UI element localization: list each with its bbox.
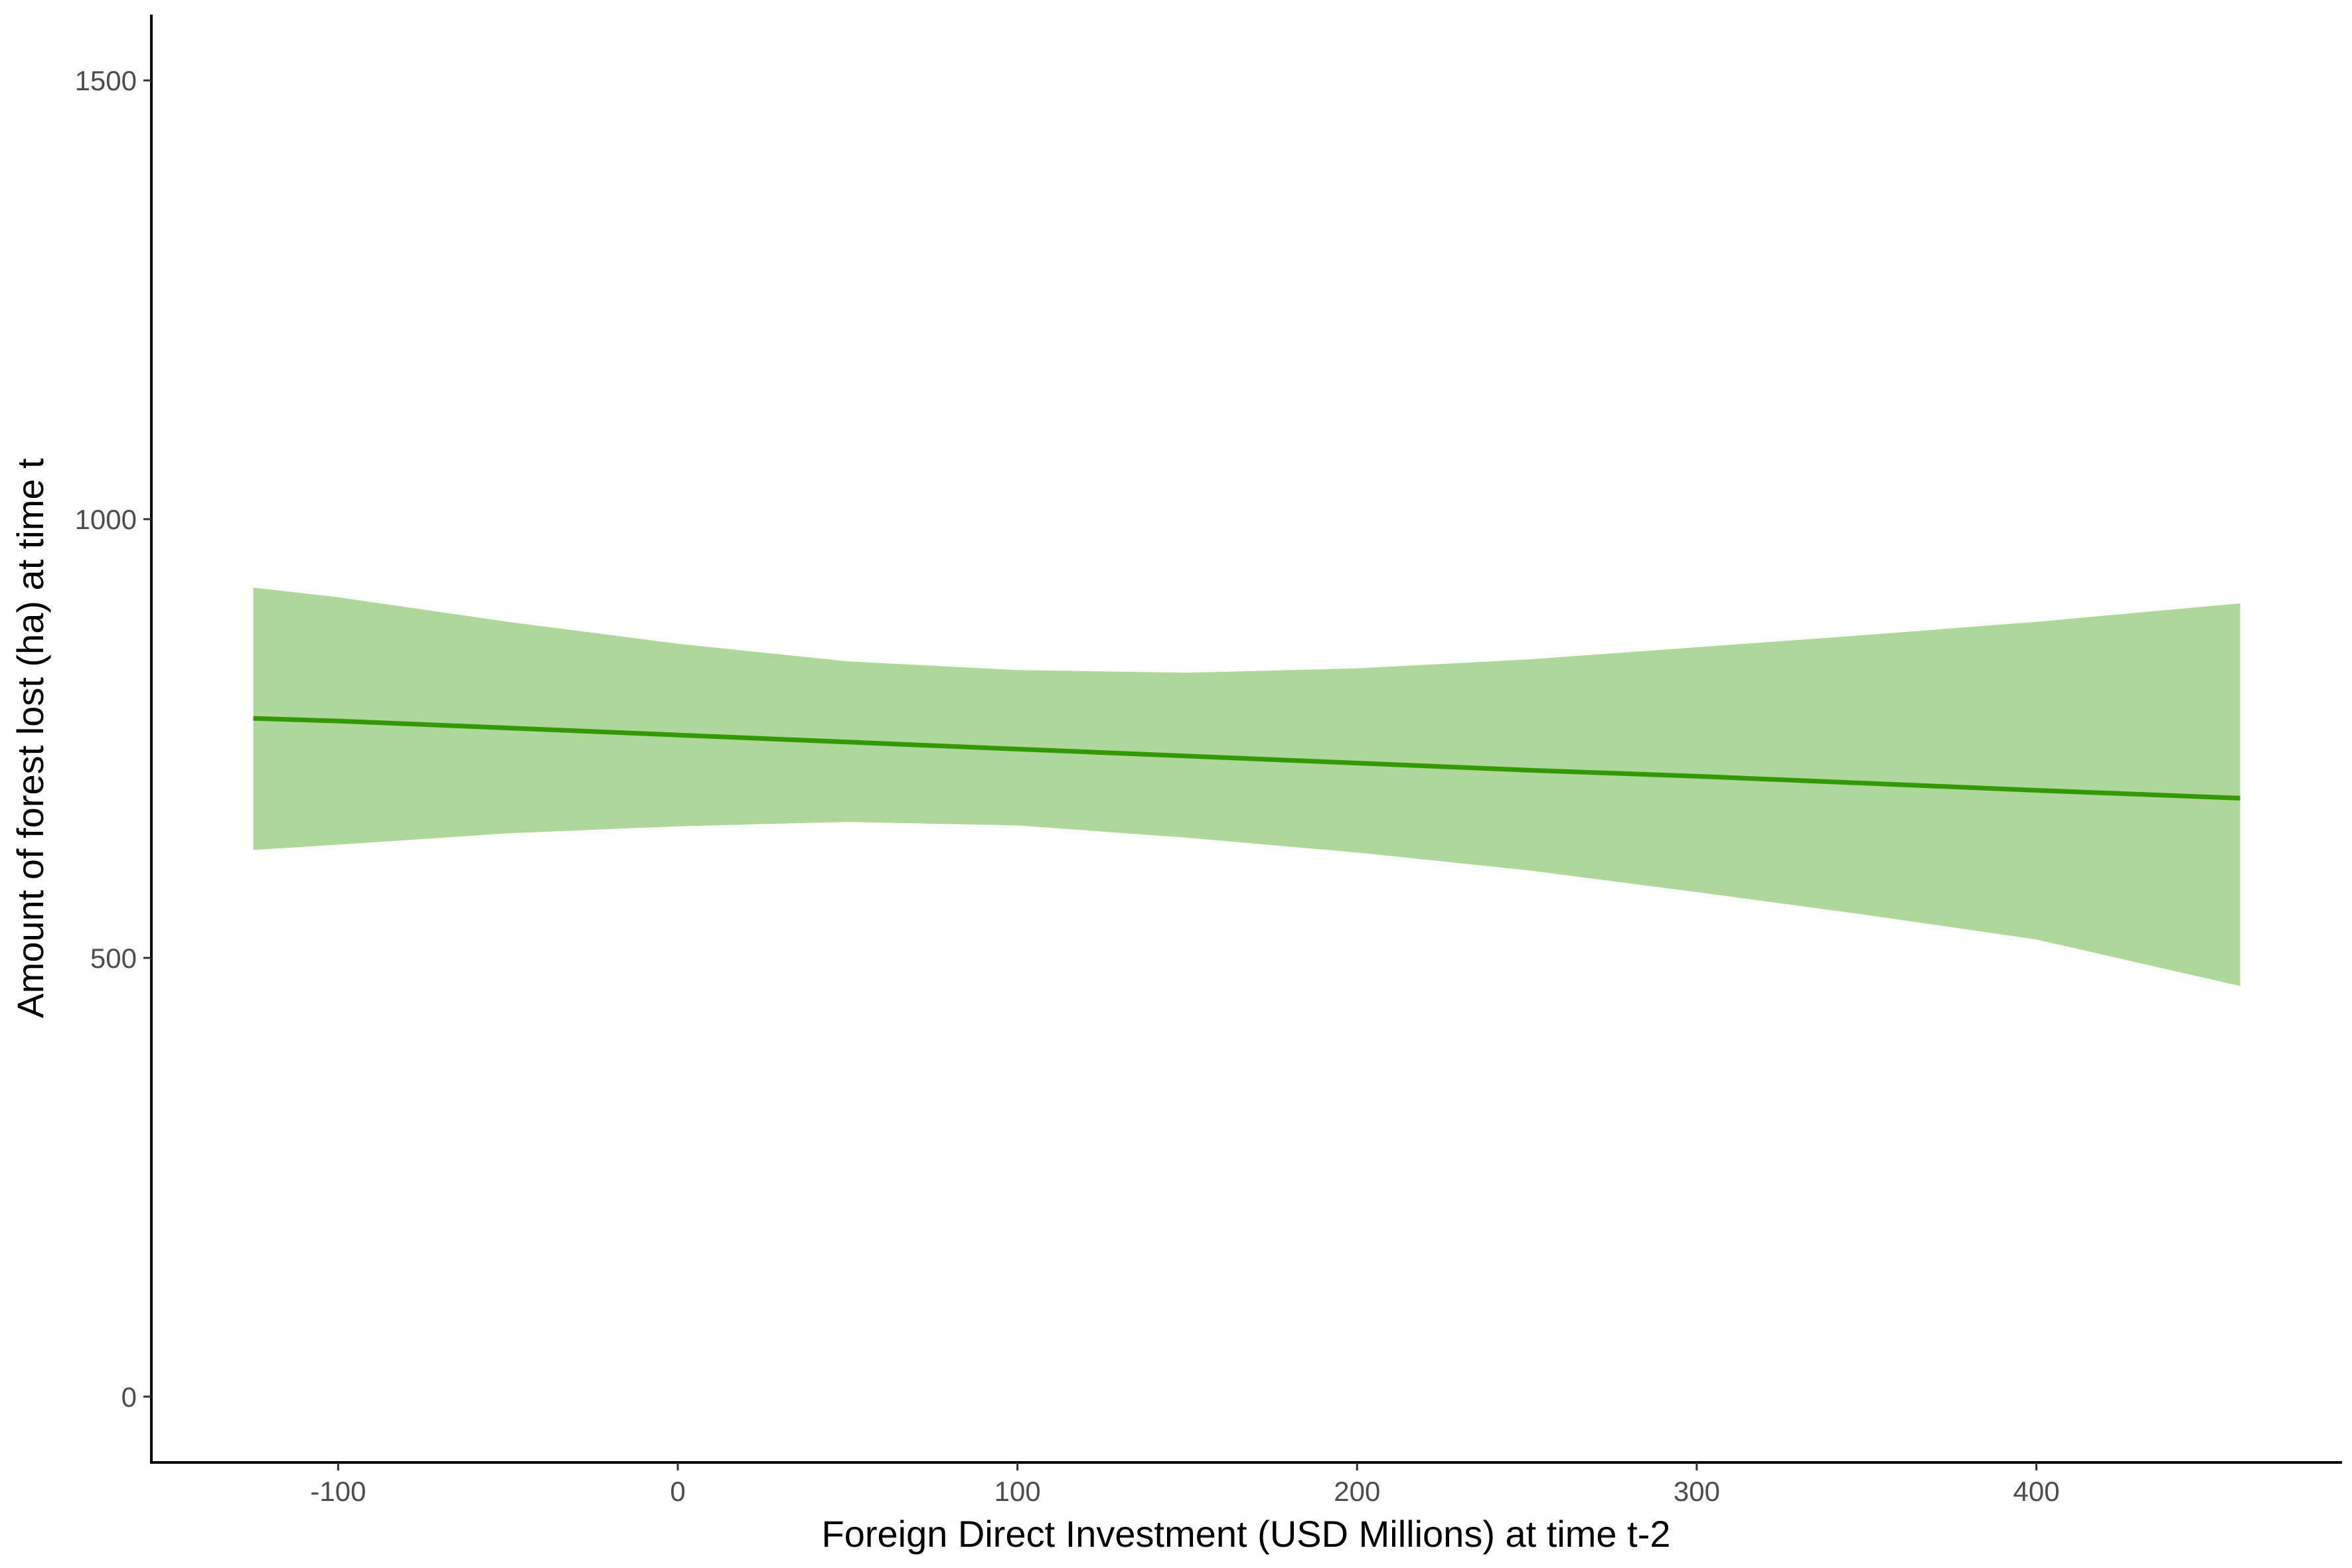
y-axis-title: Amount of forest lost (ha) at time t [9,458,51,1018]
x-tick-label: 300 [1674,1476,1720,1507]
y-tick-label: 1500 [75,65,137,96]
x-tick-label: 200 [1334,1476,1380,1507]
y-tick-label: 500 [90,943,137,974]
plot-area [253,588,2240,986]
x-tick-label: 0 [670,1476,685,1507]
confidence-band [253,588,2240,986]
x-axis-title: Foreign Direct Investment (USD Millions)… [821,1513,1670,1555]
x-tick-label: 400 [2013,1476,2059,1507]
y-axis-ticks: 0 500 1000 1500 [75,65,151,1413]
x-tick-label: 100 [994,1476,1041,1507]
x-tick-label: -100 [310,1476,366,1507]
fit-line [253,716,2240,801]
y-tick-label: 0 [121,1381,137,1413]
y-tick-label: 1000 [75,504,137,535]
x-axis-ticks: -100 0 100 200 300 400 [310,1462,2060,1507]
